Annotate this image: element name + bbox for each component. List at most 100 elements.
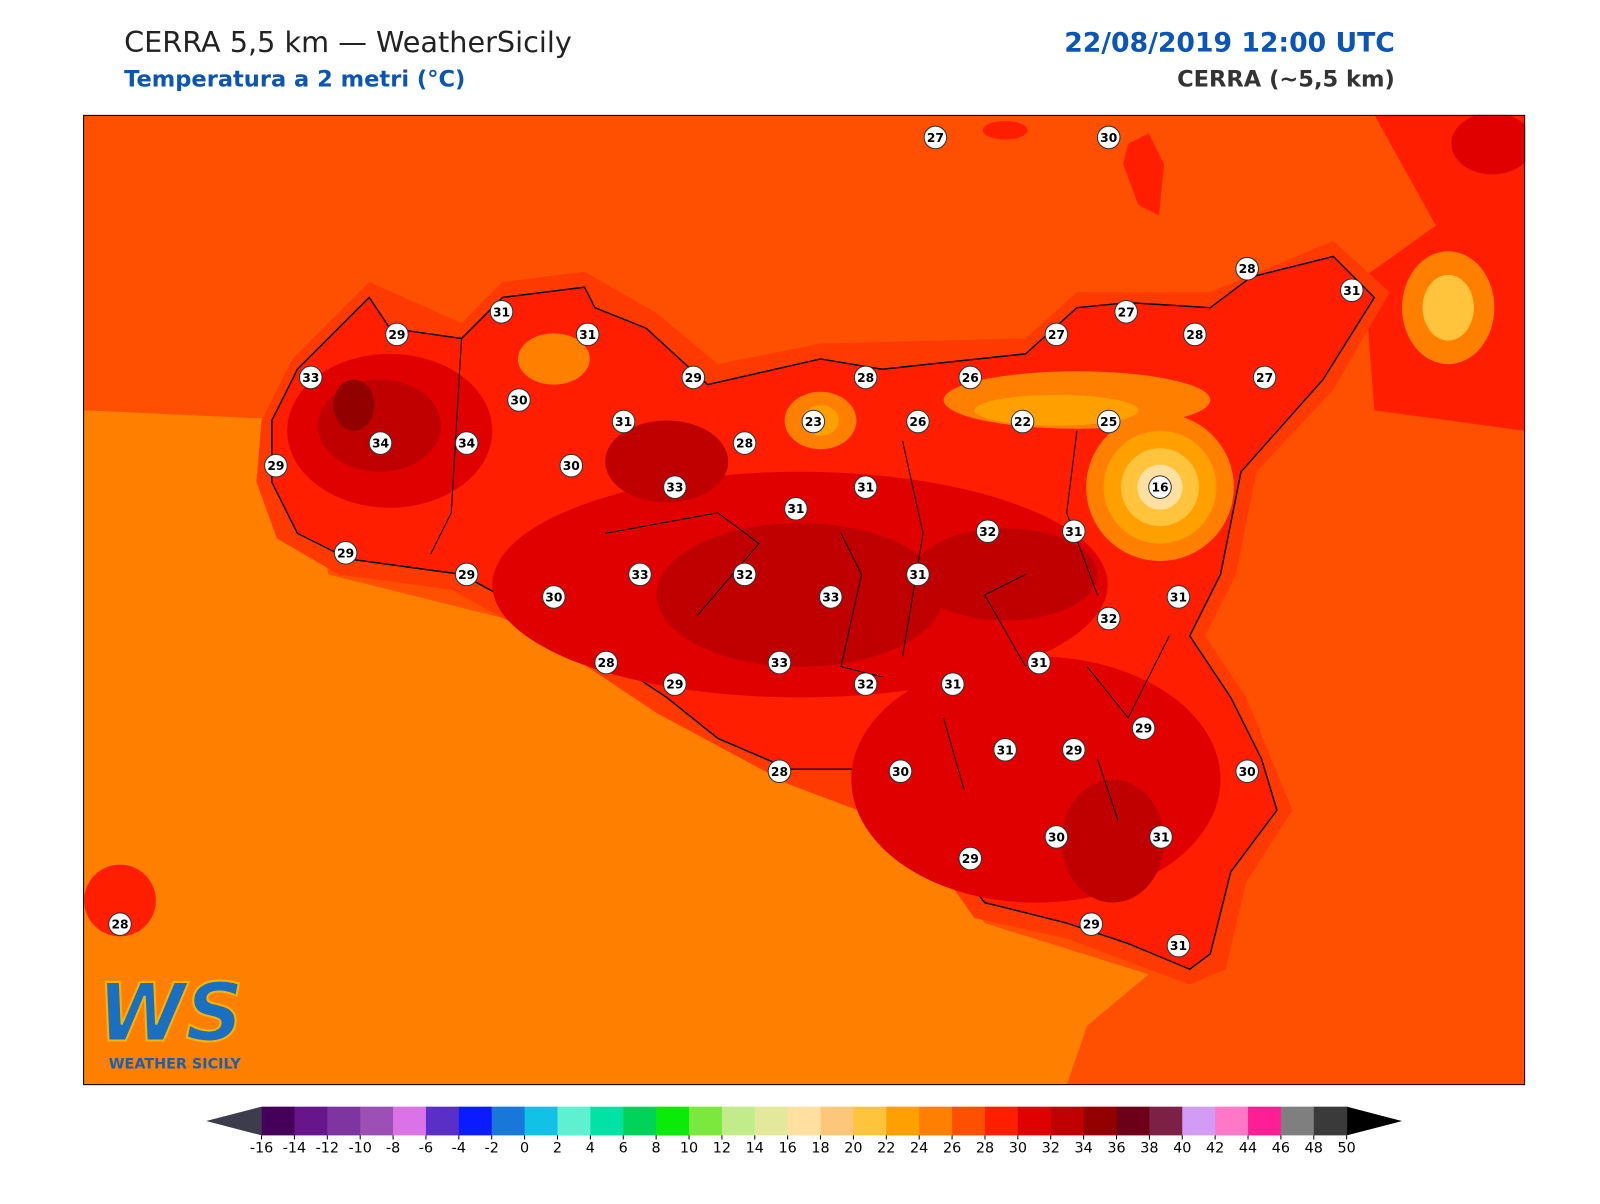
station-value: 29 — [458, 568, 475, 582]
station-value: 31 — [1065, 525, 1082, 539]
station-value: 33 — [822, 590, 839, 604]
station-value: 34 — [458, 437, 475, 451]
station-value: 29 — [337, 546, 354, 560]
station: 30 — [1096, 125, 1121, 150]
station-value: 23 — [805, 415, 822, 429]
station-marker — [993, 737, 1017, 762]
colorbar-bin — [853, 1106, 887, 1136]
colorbar-tick-label: 44 — [1239, 1141, 1257, 1157]
station: 30 — [542, 585, 566, 609]
station: 32 — [732, 562, 757, 587]
station: 33 — [767, 650, 792, 675]
islet — [84, 864, 156, 937]
colorbar-tick-label: 34 — [1074, 1141, 1092, 1157]
colorbar-bin — [623, 1106, 657, 1136]
station-value: 30 — [1239, 765, 1256, 779]
station: 30 — [888, 759, 913, 784]
colorbar-tick-label: 40 — [1173, 1141, 1191, 1157]
station-value: 31 — [1152, 830, 1169, 844]
colorbar-bin — [1280, 1106, 1315, 1136]
station: 22 — [1010, 409, 1035, 434]
station: 29 — [454, 562, 479, 587]
colorbar-bin — [1050, 1106, 1085, 1136]
station: 30 — [507, 388, 531, 412]
station-value: 30 — [1048, 830, 1065, 844]
station-value: 30 — [892, 765, 909, 779]
station-marker — [1096, 606, 1121, 631]
station-value: 27 — [927, 131, 944, 145]
colorbar-under — [206, 1106, 262, 1136]
hot-area — [656, 523, 944, 667]
station-value: 29 — [685, 371, 702, 385]
station-value: 28 — [857, 371, 874, 385]
station-value: 29 — [962, 852, 979, 866]
station: 31 — [1149, 825, 1173, 849]
colorbar-bin — [294, 1106, 328, 1136]
colorbar-bin — [886, 1106, 920, 1136]
station-marker — [542, 585, 566, 609]
station-value: 31 — [787, 502, 804, 516]
station: 29 — [958, 846, 983, 871]
subtitle: Temperatura a 2 metri (°C) — [124, 67, 465, 93]
station-marker — [941, 672, 965, 696]
station-marker — [385, 322, 409, 347]
colorbar-tick-label: 12 — [713, 1141, 731, 1157]
station-value: 31 — [615, 415, 632, 429]
station: 31 — [611, 409, 636, 434]
stations: 27 30 28 31 31 29 31 27 27 28 33 29 28 26 27 30 31 23 26 22… — [108, 125, 1364, 958]
colorbar-bin — [458, 1106, 493, 1136]
station-marker — [1079, 912, 1104, 936]
title: CERRA 5,5 km — WeatherSicily — [124, 25, 572, 59]
colorbar-bin — [261, 1106, 295, 1136]
colorbar-bin — [393, 1106, 427, 1136]
station-marker — [975, 519, 1000, 544]
station-marker — [1114, 300, 1138, 324]
hot-area — [912, 528, 1098, 621]
station: 31 — [1062, 519, 1086, 544]
station-value: 31 — [997, 743, 1014, 757]
station-marker — [853, 365, 878, 390]
colorbar-bin — [1248, 1106, 1282, 1136]
station-value: 30 — [1100, 131, 1117, 145]
station-marker — [628, 562, 652, 587]
colorbar-bin — [1083, 1106, 1118, 1136]
colorbar: -16 -14 -12 -10 -8 -6 -4 -2 0 2 4 6 8 10 12 14 16 18 20 22 2… — [206, 1106, 1403, 1157]
station: 26 — [958, 365, 983, 390]
station-marker — [853, 475, 878, 499]
station-marker — [767, 650, 792, 675]
station: 31 — [941, 672, 965, 696]
station-value: 29 — [1065, 743, 1082, 757]
station: 28 — [732, 431, 757, 455]
colorbar-bin — [590, 1106, 624, 1136]
station: 28 — [767, 759, 792, 784]
station: 30 — [1235, 759, 1259, 784]
station-marker — [1166, 933, 1191, 958]
colorbar-tick-label: -4 — [452, 1141, 466, 1157]
colorbar-tick-label: 46 — [1272, 1141, 1290, 1157]
station-marker — [454, 562, 479, 587]
station-value: 28 — [598, 656, 615, 670]
colorbar-tick-label: 36 — [1107, 1141, 1125, 1157]
station: 29 — [663, 672, 687, 696]
station: 29 — [385, 322, 409, 347]
station-marker — [681, 365, 706, 390]
station-value: 28 — [111, 918, 128, 932]
temperature-field — [83, 114, 1526, 1086]
station: 34 — [454, 431, 479, 455]
station: 28 — [1235, 256, 1259, 281]
station: 31 — [575, 322, 600, 347]
colorbar-bin — [1149, 1106, 1183, 1136]
colorbar-bin — [754, 1106, 789, 1136]
colorbar-tick-label: -8 — [386, 1141, 400, 1157]
station-value: 31 — [944, 678, 961, 692]
station-marker — [732, 431, 757, 455]
colorbar-tick-label: 42 — [1206, 1141, 1224, 1157]
logo-mark: WS — [97, 966, 243, 1059]
colorbar-bin — [984, 1106, 1019, 1136]
station-value: 29 — [1135, 722, 1152, 736]
station: 33 — [818, 585, 843, 609]
station-value: 34 — [372, 437, 389, 451]
station: 30 — [559, 453, 584, 478]
colorbar-bin — [820, 1106, 854, 1136]
